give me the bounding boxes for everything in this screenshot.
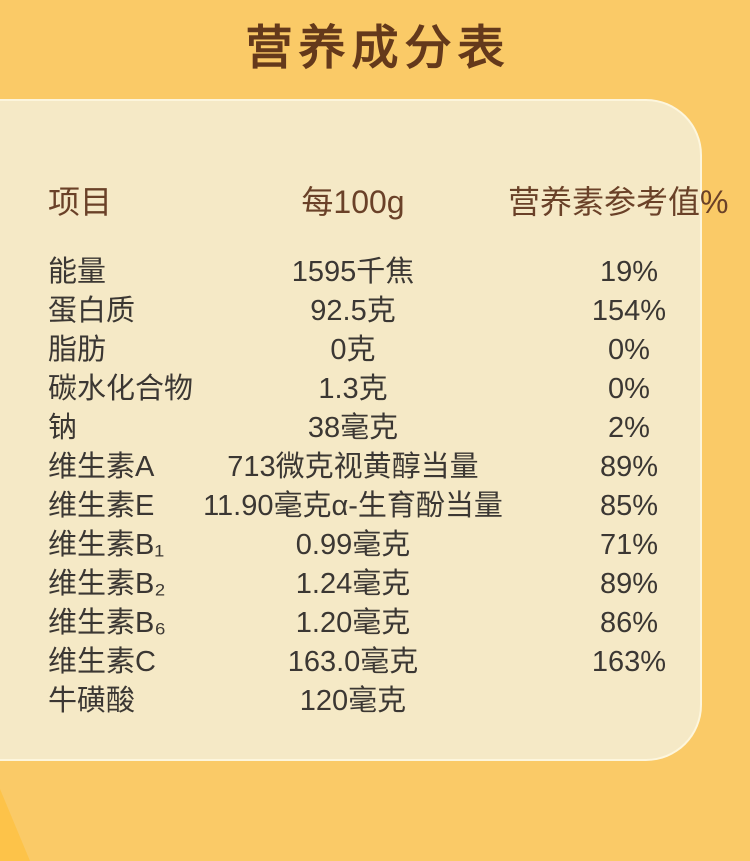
row-item-label: 维生素A bbox=[48, 451, 155, 483]
row-nrv-value: 0% bbox=[608, 334, 650, 366]
row-nrv-value: 0% bbox=[608, 373, 650, 405]
row-per-100g-value: 1.20毫克 bbox=[295, 607, 411, 639]
table-row: 牛磺酸 120毫克 bbox=[48, 682, 700, 721]
row-per-100g-value: 11.90毫克α-生育酚当量 bbox=[203, 490, 503, 522]
header-item: 项目 bbox=[48, 184, 113, 220]
row-nrv-value: 85% bbox=[599, 490, 659, 522]
table-row: 维生素B₁ 0.99毫克 71% bbox=[48, 526, 700, 565]
corner-accent-shape bbox=[0, 789, 30, 861]
row-per-100g-value: 1595千焦 bbox=[291, 256, 415, 288]
row-per-100g-value: 38毫克 bbox=[307, 412, 399, 444]
table-row: 脂肪 0克 0% bbox=[48, 331, 700, 370]
header-nrv-percent: 营养素参考值% bbox=[508, 184, 729, 220]
table-row: 能量 1595千焦 19% bbox=[48, 253, 700, 292]
row-nrv-value: 19% bbox=[599, 256, 659, 288]
row-nrv-value: 89% bbox=[599, 568, 659, 600]
table-row: 碳水化合物 1.3克 0% bbox=[48, 370, 700, 409]
row-item-label: 钠 bbox=[48, 412, 78, 444]
row-per-100g-value: 120毫克 bbox=[299, 685, 407, 717]
row-item-label: 维生素B₂ bbox=[48, 568, 166, 600]
table-row: 蛋白质 92.5克 154% bbox=[48, 292, 700, 331]
row-item-label: 能量 bbox=[48, 256, 107, 288]
row-item-label: 蛋白质 bbox=[48, 295, 136, 327]
row-item-label: 维生素E bbox=[48, 490, 155, 522]
row-nrv-value: 2% bbox=[608, 412, 650, 444]
row-per-100g-value: 713微克视黄醇当量 bbox=[227, 451, 479, 483]
nutrition-card: 项目 每100g 营养素参考值% 能量 1595千焦 19% 蛋白质 92.5克… bbox=[0, 99, 728, 761]
row-item-label: 维生素C bbox=[48, 646, 156, 678]
table-row: 钠 38毫克 2% bbox=[48, 409, 700, 448]
table-row: 维生素E 11.90毫克α-生育酚当量 85% bbox=[48, 487, 700, 526]
row-per-100g-value: 1.3克 bbox=[318, 373, 388, 405]
row-per-100g-value: 0.99毫克 bbox=[295, 529, 411, 561]
row-item-label: 维生素B₁ bbox=[48, 529, 165, 561]
row-nrv-value: 154% bbox=[591, 295, 667, 327]
table-row: 维生素C 163.0毫克 163% bbox=[48, 643, 700, 682]
table-header-row: 项目 每100g 营养素参考值% bbox=[48, 181, 728, 223]
nutrition-poster: 营养成分表 项目 每100g 营养素参考值% 能量 1595千焦 19% 蛋白质… bbox=[0, 21, 728, 861]
table-row: 维生素B₆ 1.20毫克 86% bbox=[48, 604, 700, 643]
table-body: 能量 1595千焦 19% 蛋白质 92.5克 154% 脂肪 0克 0% 碳水… bbox=[48, 253, 700, 721]
row-item-label: 牛磺酸 bbox=[48, 685, 136, 717]
row-nrv-value: 163% bbox=[591, 646, 667, 678]
table-row: 维生素B₂ 1.24毫克 89% bbox=[48, 565, 700, 604]
row-item-label: 碳水化合物 bbox=[48, 373, 194, 405]
row-nrv-value: 89% bbox=[599, 451, 659, 483]
row-per-100g-value: 1.24毫克 bbox=[295, 568, 411, 600]
page-title: 营养成分表 bbox=[245, 21, 511, 74]
row-nrv-value: 86% bbox=[599, 607, 659, 639]
table-row: 维生素A 713微克视黄醇当量 89% bbox=[48, 448, 700, 487]
row-item-label: 维生素B₆ bbox=[48, 607, 167, 639]
row-per-100g-value: 0克 bbox=[330, 334, 376, 366]
row-per-100g-value: 92.5克 bbox=[310, 295, 396, 327]
row-item-label: 脂肪 bbox=[48, 334, 107, 366]
header-per-100g: 每100g bbox=[301, 184, 405, 220]
row-nrv-value: 71% bbox=[599, 529, 659, 561]
row-per-100g-value: 163.0毫克 bbox=[287, 646, 419, 678]
